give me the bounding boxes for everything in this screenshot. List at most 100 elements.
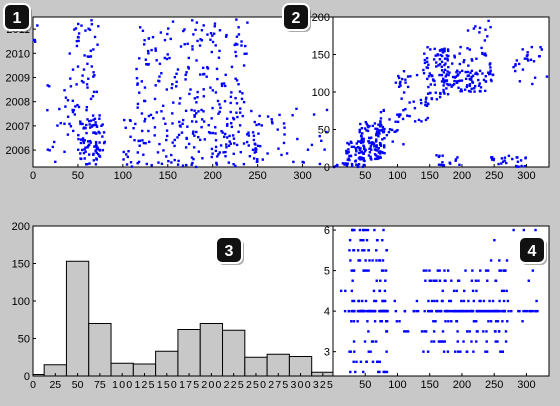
- data-point: [467, 299, 470, 303]
- data-point: [126, 155, 130, 159]
- data-point: [504, 330, 508, 333]
- data-point: [355, 163, 358, 166]
- data-point: [246, 21, 249, 24]
- data-point: [225, 146, 228, 149]
- data-point: [379, 120, 382, 123]
- data-point: [177, 133, 181, 137]
- data-point: [92, 75, 95, 78]
- data-point: [167, 27, 170, 30]
- data-point: [219, 106, 222, 109]
- data-point: [360, 139, 363, 142]
- data-point: [190, 156, 194, 159]
- data-point: [82, 151, 86, 155]
- data-point: [371, 124, 374, 128]
- data-point: [191, 48, 194, 51]
- data-point: [399, 80, 402, 84]
- data-point: [530, 45, 533, 49]
- data-point: [363, 150, 367, 153]
- data-point: [360, 135, 363, 138]
- data-point: [271, 122, 274, 125]
- data-point: [380, 320, 384, 323]
- data-point: [484, 350, 487, 353]
- data-point: [362, 309, 365, 313]
- data-point: [237, 130, 240, 134]
- data-point: [374, 140, 378, 143]
- data-point: [92, 118, 95, 122]
- data-point: [384, 269, 388, 272]
- data-point: [456, 279, 460, 282]
- data-point: [473, 90, 476, 93]
- data-point: [381, 130, 385, 134]
- data-point: [202, 110, 205, 113]
- data-point: [525, 54, 529, 58]
- data-point: [384, 320, 388, 323]
- data-point: [247, 134, 251, 137]
- data-point: [186, 42, 189, 46]
- data-point: [522, 309, 525, 313]
- data-point: [358, 148, 362, 152]
- scatter-points: [32, 18, 329, 169]
- y-tick-label: 0: [324, 162, 330, 174]
- data-point: [534, 228, 537, 232]
- data-point: [485, 330, 488, 333]
- data-point: [100, 124, 103, 127]
- data-point: [432, 320, 435, 323]
- data-point: [456, 80, 460, 83]
- data-point: [424, 279, 427, 282]
- data-point: [85, 123, 88, 127]
- data-point: [143, 86, 147, 89]
- data-point: [234, 54, 238, 58]
- data-point: [484, 54, 488, 57]
- data-point: [438, 95, 442, 99]
- data-point: [528, 309, 531, 313]
- data-point: [531, 269, 535, 272]
- x-tick-label: 300: [291, 379, 311, 391]
- data-point: [219, 144, 223, 147]
- data-point: [412, 100, 415, 103]
- data-point: [185, 136, 188, 140]
- data-point: [354, 160, 357, 163]
- data-point: [491, 73, 495, 77]
- data-point: [68, 122, 71, 126]
- data-point: [202, 95, 205, 98]
- data-point: [184, 73, 187, 77]
- data-point: [446, 350, 450, 353]
- data-point: [367, 140, 370, 143]
- x-tick-label: 50: [72, 379, 84, 391]
- data-point: [498, 269, 501, 272]
- data-point: [396, 113, 399, 116]
- data-point: [88, 126, 92, 129]
- data-point: [434, 91, 437, 94]
- data-point: [445, 87, 448, 90]
- data-point: [359, 238, 362, 242]
- data-point: [353, 309, 356, 313]
- data-point: [258, 114, 261, 118]
- data-point: [85, 83, 89, 86]
- data-point: [157, 161, 160, 164]
- bar: [155, 350, 179, 377]
- data-point: [442, 340, 445, 343]
- data-point: [270, 118, 273, 121]
- data-point: [222, 82, 226, 85]
- x-tick-label: 225: [224, 379, 244, 391]
- y-tick-label: 4: [324, 306, 330, 318]
- data-point: [206, 67, 210, 70]
- data-point: [225, 33, 228, 37]
- data-point: [171, 122, 174, 125]
- data-point: [470, 59, 474, 62]
- data-point: [460, 79, 464, 82]
- data-point: [394, 120, 397, 123]
- data-point: [136, 151, 139, 154]
- data-point: [234, 77, 237, 80]
- x-tick-label: 300: [517, 379, 535, 391]
- data-point: [349, 259, 352, 262]
- data-point: [472, 350, 475, 353]
- data-point: [365, 269, 368, 272]
- data-point: [378, 129, 381, 132]
- badge-label: 3: [225, 243, 234, 260]
- data-point: [68, 52, 71, 55]
- data-point: [373, 145, 376, 148]
- data-point: [102, 131, 106, 134]
- data-point: [250, 109, 253, 113]
- data-point: [458, 79, 462, 82]
